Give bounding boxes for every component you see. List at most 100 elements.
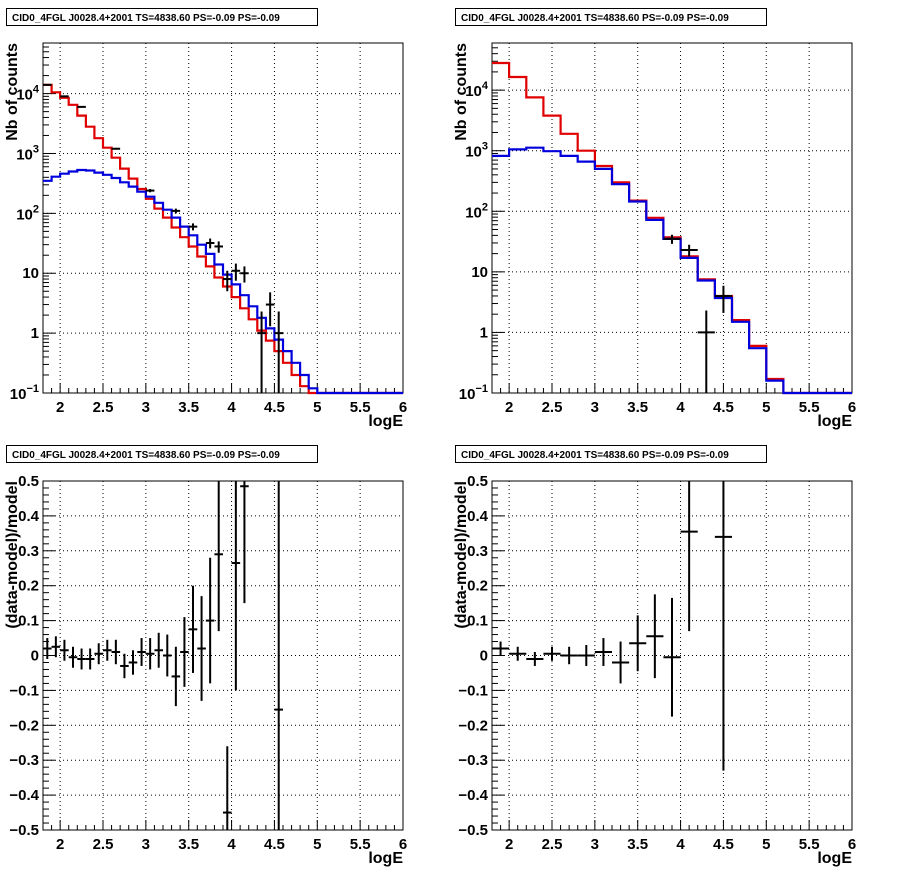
x-tick-label: 5.5 (799, 836, 820, 853)
y-tick-base: 10 (465, 83, 482, 100)
data-point (94, 643, 103, 665)
data-point (697, 310, 715, 393)
data-point (188, 585, 198, 673)
y-tick-label: −0.3 (458, 752, 488, 769)
y-tick-exponent: 2 (482, 201, 488, 213)
data-point (509, 646, 527, 661)
y-tick-label: 0.3 (18, 543, 39, 560)
chart-title: CID0_4FGL J0028.4+2001 TS=4838.60 PS=-0.… (12, 13, 280, 24)
y-tick-label: −0.5 (458, 822, 488, 839)
data-point (137, 638, 146, 666)
y-tick-label: 1 (480, 324, 488, 341)
x-tick-label: 3 (591, 399, 599, 416)
data-point (77, 648, 86, 670)
y-tick-label: −0.4 (9, 787, 39, 804)
y-tick-label: 0.1 (467, 613, 488, 630)
y-tick-label: 0 (31, 648, 39, 665)
data-point (714, 285, 732, 313)
x-tick-label: 5.5 (350, 399, 371, 416)
x-tick-label: 4 (676, 836, 685, 853)
chart-panel-3: CID0_4FGL J0028.4+2001 TS=4838.60 PS=-0.… (4, 445, 407, 867)
plot-frame (42, 42, 404, 394)
y-axis-label: (data-model)/model (453, 481, 470, 629)
data-point (663, 597, 681, 717)
y-tick-label: 0.2 (18, 578, 39, 595)
x-tick-label: 3.5 (627, 836, 648, 853)
chart-title: CID0_4FGL J0028.4+2001 TS=4838.60 PS=-0.… (461, 450, 729, 461)
y-tick-label: −0.2 (9, 717, 39, 734)
data-point (68, 646, 78, 668)
x-tick-label: 3.5 (178, 399, 199, 416)
data-point (128, 650, 138, 675)
y-tick-label: 0 (480, 648, 488, 665)
y-axis-label: (data-model)/model (4, 481, 21, 629)
y-tick-label: 0.4 (467, 508, 489, 525)
x-tick-label: 3.5 (627, 399, 648, 416)
data-point (60, 95, 69, 98)
series-red-step-line (43, 83, 403, 395)
chart-title: CID0_4FGL J0028.4+2001 TS=4838.60 PS=-0.… (12, 450, 280, 461)
data-point (43, 638, 52, 659)
x-axis-label: logE (368, 850, 403, 867)
x-tick-label: 6 (848, 399, 856, 416)
data-point (120, 653, 129, 679)
y-tick-exponent: 3 (482, 141, 488, 153)
y-tick-label: 10−1 (459, 383, 488, 403)
grid (492, 43, 853, 394)
y-tick-label: 0.3 (467, 543, 488, 560)
y-tick-base: 10 (465, 144, 482, 161)
y-tick-exponent: −1 (475, 383, 488, 395)
x-axis-label: logE (368, 413, 403, 430)
chart-title: CID0_4FGL J0028.4+2001 TS=4838.60 PS=-0.… (461, 13, 729, 24)
data-point (214, 481, 223, 632)
y-tick-base: 10 (459, 386, 476, 403)
data-point (171, 208, 181, 214)
x-tick-label: 4 (227, 399, 236, 416)
y-tick-label: 0.1 (18, 613, 39, 630)
y-tick-label: 103 (16, 143, 39, 163)
y-tick-label: 103 (465, 141, 488, 161)
x-tick-label: 4.5 (713, 399, 734, 416)
x-axis-label: logE (817, 413, 852, 430)
x-tick-label: 2 (56, 836, 64, 853)
y-tick-exponent: 2 (33, 203, 39, 215)
y-tick-base: 10 (10, 386, 27, 403)
y-tick-exponent: 3 (33, 143, 39, 155)
y-tick-exponent: 4 (482, 80, 489, 92)
x-tick-label: 4 (676, 399, 685, 416)
x-tick-label: 2 (56, 399, 64, 416)
x-tick-label: 5.5 (799, 399, 820, 416)
y-tick-label: −0.4 (458, 787, 488, 804)
x-tick-label: 2 (505, 399, 513, 416)
data-point (265, 292, 275, 327)
x-tick-label: 4.5 (264, 399, 285, 416)
data-point (274, 311, 283, 393)
data-point (612, 641, 630, 684)
data-point (145, 638, 155, 670)
x-tick-label: 6 (848, 836, 856, 853)
y-axis-label: Nb of counts (4, 43, 21, 141)
y-tick-label: 10 (22, 265, 39, 282)
y-tick-label: −0.3 (9, 752, 39, 769)
data-point (111, 147, 121, 150)
data-point (60, 639, 69, 661)
title-box (455, 8, 767, 26)
x-tick-label: 6 (399, 836, 407, 853)
data-point (145, 189, 155, 193)
y-tick-base: 10 (16, 206, 33, 223)
y-tick-label: 102 (16, 203, 39, 223)
x-tick-label: 5 (313, 836, 321, 853)
y-tick-label: −0.2 (458, 717, 488, 734)
data-point (646, 594, 664, 679)
y-tick-label: −0.1 (458, 682, 488, 699)
y-tick-base: 10 (465, 204, 482, 221)
x-tick-label: 3.5 (178, 836, 199, 853)
data-point (223, 270, 232, 292)
data-point (526, 652, 544, 666)
data-point (543, 646, 561, 661)
grid (43, 43, 404, 394)
title-box (6, 445, 318, 463)
data-point (111, 639, 121, 665)
title-box (6, 8, 318, 26)
